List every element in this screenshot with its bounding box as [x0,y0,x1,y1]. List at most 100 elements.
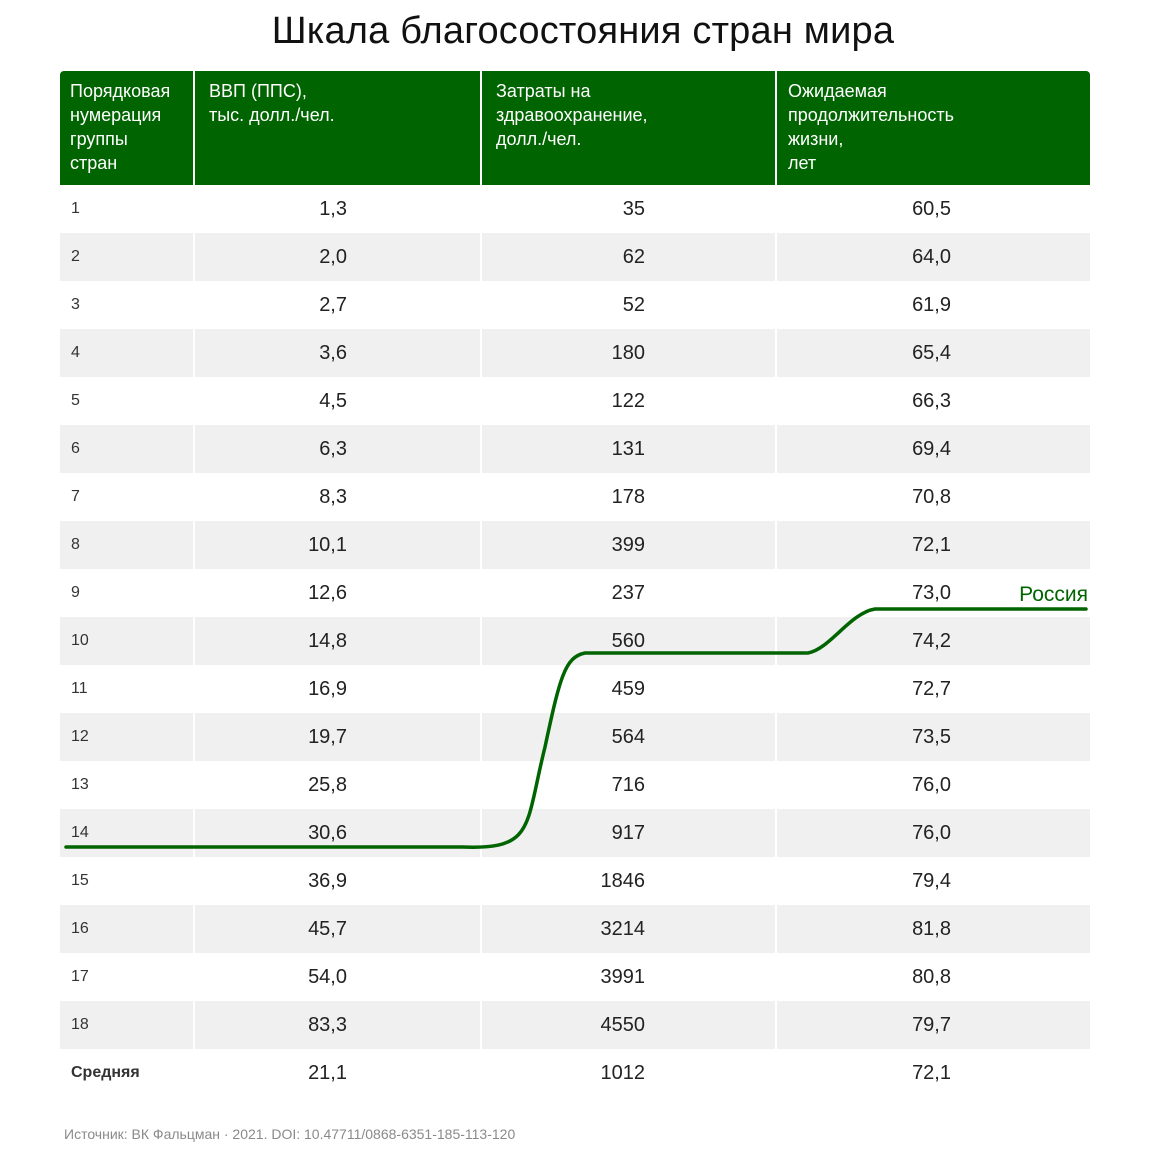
cell-health: 131 [480,425,776,473]
cell-life: 65,4 [775,329,1090,377]
cell-group: Средняя [71,1064,140,1081]
cell-gdp: 14,8 [193,617,481,665]
cell-group: 17 [71,968,89,985]
cell-life: 80,8 [775,953,1090,1001]
table-row: 1 1,3 35 60,5 [60,185,1090,233]
cell-gdp: 3,6 [193,329,481,377]
cell-gdp: 21,1 [193,1049,481,1097]
cell-life: 61,9 [775,281,1090,329]
table-row: 11 16,9 459 72,7 [60,665,1090,713]
table-header-row: Порядковая нумерация группы стран ВВП (ППС)… [60,71,1090,185]
cell-health: 1846 [480,857,776,905]
cell-health: 399 [480,521,776,569]
cell-life: 73,0 [775,569,1090,617]
table-row: 6 6,3 131 69,4 [60,425,1090,473]
header-life: Ожидаемая продолжительность жизни, лет [775,71,1090,185]
cell-group: 14 [60,809,194,857]
cell-health: 3214 [480,905,776,953]
cell-gdp: 45,7 [193,905,481,953]
cell-health: 4550 [480,1001,776,1049]
header-group: Порядковая нумерация группы стран [60,71,194,185]
cell-health: 180 [480,329,776,377]
cell-life: 76,0 [775,809,1090,857]
cell-life: 60,5 [775,185,1090,233]
table-row: 3 2,7 52 61,9 [60,281,1090,329]
cell-gdp: 4,5 [193,377,481,425]
table-row: 15 36,9 1846 79,4 [60,857,1090,905]
cell-life: 79,4 [775,857,1090,905]
table-row: 2 2,0 62 64,0 [60,233,1090,281]
cell-gdp: 83,3 [193,1001,481,1049]
cell-gdp: 30,6 [193,809,481,857]
cell-health: 35 [480,185,776,233]
cell-life: 72,7 [775,665,1090,713]
table-row: 8 10,1 399 72,1 [60,521,1090,569]
table-row: 9 12,6 237 73,0 [60,569,1090,617]
cell-group: 3 [71,296,80,313]
page-title: Шкала благосостояния стран мира [271,10,895,52]
cell-life: 81,8 [775,905,1090,953]
table-row: 5 4,5 122 66,3 [60,377,1090,425]
cell-life: 73,5 [775,713,1090,761]
header-gdp: ВВП (ППС), тыс. долл./чел. [193,71,481,185]
cell-group: 8 [60,521,194,569]
cell-health: 1012 [480,1049,776,1097]
cell-gdp: 25,8 [193,761,481,809]
cell-group: 18 [60,1001,194,1049]
cell-gdp: 16,9 [193,665,481,713]
cell-health: 62 [480,233,776,281]
cell-group: 2 [60,233,194,281]
header-health: Затраты на здравоохранение, долл./чел. [480,71,776,185]
table-row: 10 14,8 560 74,2 [60,617,1090,665]
source-note: Источник: ВК Фальцман · 2021. DOI: 10.47… [64,1126,516,1142]
cell-group: 1 [71,200,80,217]
table-row: 18 83,3 4550 79,7 [60,1001,1090,1049]
cell-group: 5 [71,392,80,409]
cell-gdp: 8,3 [193,473,481,521]
table-row: 13 25,8 716 76,0 [60,761,1090,809]
table-row: 17 54,0 3991 80,8 [60,953,1090,1001]
cell-gdp: 12,6 [193,569,481,617]
cell-gdp: 19,7 [193,713,481,761]
cell-group: 6 [60,425,194,473]
cell-group: 13 [71,776,89,793]
table-row: 12 19,7 564 73,5 [60,713,1090,761]
cell-health: 178 [480,473,776,521]
cell-life: 64,0 [775,233,1090,281]
welfare-table: Порядковая нумерация группы стран ВВП (ППС)… [60,71,1090,1097]
cell-gdp: 6,3 [193,425,481,473]
cell-health: 122 [480,377,776,425]
table-row: 7 8,3 178 70,8 [60,473,1090,521]
average-row: Средняя 21,1 1012 72,1 [60,1049,1090,1097]
cell-health: 52 [480,281,776,329]
cell-life: 79,7 [775,1001,1090,1049]
cell-health: 459 [480,665,776,713]
cell-gdp: 2,7 [193,281,481,329]
cell-health: 716 [480,761,776,809]
cell-life: 66,3 [775,377,1090,425]
cell-group: 9 [71,584,80,601]
cell-health: 917 [480,809,776,857]
cell-health: 237 [480,569,776,617]
cell-gdp: 54,0 [193,953,481,1001]
cell-life: 72,1 [775,1049,1090,1097]
cell-group: 15 [71,872,89,889]
cell-gdp: 1,3 [193,185,481,233]
cell-life: 76,0 [775,761,1090,809]
table-row: 4 3,6 180 65,4 [60,329,1090,377]
cell-group: 16 [60,905,194,953]
cell-health: 3991 [480,953,776,1001]
cell-life: 72,1 [775,521,1090,569]
cell-gdp: 2,0 [193,233,481,281]
cell-life: 70,8 [775,473,1090,521]
cell-gdp: 36,9 [193,857,481,905]
cell-gdp: 10,1 [193,521,481,569]
cell-group: 10 [60,617,194,665]
cell-health: 560 [480,617,776,665]
cell-group: 12 [60,713,194,761]
cell-group: 11 [71,680,88,697]
cell-life: 69,4 [775,425,1090,473]
table-row: 14 30,6 917 76,0 [60,809,1090,857]
cell-group: 7 [71,488,80,505]
table-row: 16 45,7 3214 81,8 [60,905,1090,953]
